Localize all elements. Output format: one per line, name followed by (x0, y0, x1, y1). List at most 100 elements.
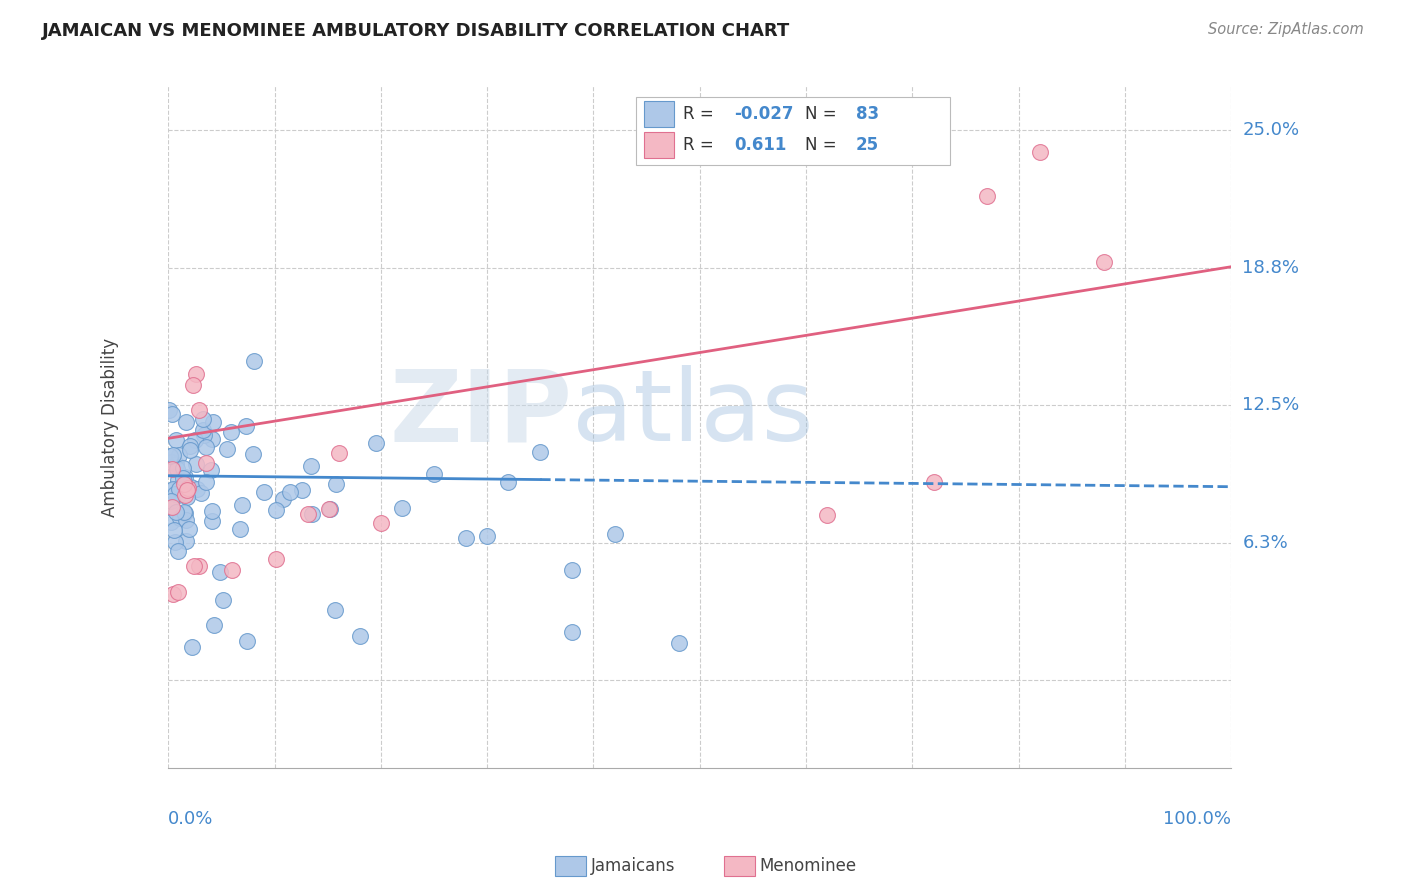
Point (166, 462, 188, 476)
Point (264, 552, 287, 566)
Point (174, 415, 197, 429)
Point (364, 436, 387, 450)
Point (325, 603, 347, 617)
Point (165, 457, 187, 471)
Point (188, 403, 211, 417)
Point (181, 377, 204, 392)
Point (160, 483, 183, 497)
Point (162, 587, 184, 601)
Text: Source: ZipAtlas.com: Source: ZipAtlas.com (1208, 22, 1364, 37)
Point (167, 487, 190, 501)
Text: -0.027: -0.027 (734, 105, 793, 123)
Point (1092, 255, 1115, 269)
Bar (644, 102, 675, 128)
Point (318, 502, 340, 516)
Text: atlas: atlas (572, 365, 814, 462)
Point (186, 482, 208, 496)
Text: ZIP: ZIP (389, 365, 572, 462)
Point (264, 502, 287, 516)
Point (242, 447, 264, 461)
Point (200, 463, 222, 477)
Point (167, 543, 190, 558)
Point (370, 516, 392, 531)
Point (162, 482, 184, 496)
Point (160, 462, 183, 476)
Point (162, 500, 184, 515)
Point (165, 433, 187, 447)
Point (184, 458, 207, 472)
Point (201, 514, 224, 528)
Point (176, 483, 198, 498)
Point (180, 640, 202, 655)
Text: 25.0%: 25.0% (1243, 121, 1299, 139)
Point (169, 510, 191, 524)
Point (183, 559, 205, 574)
Point (815, 508, 838, 523)
Point (179, 439, 201, 453)
Point (242, 354, 264, 368)
Point (159, 455, 181, 469)
Point (221, 563, 243, 577)
Bar (644, 132, 675, 158)
Point (190, 486, 212, 500)
Point (278, 485, 301, 500)
Point (219, 425, 242, 440)
Text: R =: R = (683, 136, 724, 154)
Point (391, 500, 413, 515)
Point (561, 563, 583, 577)
Text: 83: 83 (856, 105, 879, 123)
Text: 18.8%: 18.8% (1243, 259, 1299, 277)
Text: 0.0%: 0.0% (169, 810, 214, 828)
Point (349, 629, 371, 643)
Point (167, 473, 190, 487)
Text: R =: R = (683, 105, 718, 123)
Text: 12.5%: 12.5% (1243, 396, 1299, 414)
Point (291, 483, 314, 497)
Point (328, 446, 350, 460)
Point (236, 633, 259, 648)
Point (174, 513, 197, 527)
Text: Ambulatory Disability: Ambulatory Disability (101, 338, 120, 516)
Point (167, 448, 190, 462)
Point (174, 487, 197, 501)
Point (159, 494, 181, 508)
Point (498, 475, 520, 489)
Point (1029, 145, 1052, 160)
Text: 100.0%: 100.0% (1163, 810, 1232, 828)
Point (174, 533, 197, 548)
Point (180, 480, 202, 494)
Text: N =: N = (806, 136, 842, 154)
Point (195, 456, 218, 470)
Point (160, 515, 183, 529)
Point (231, 498, 253, 512)
Point (193, 411, 215, 425)
FancyBboxPatch shape (636, 96, 949, 165)
Point (529, 445, 551, 459)
Point (454, 532, 477, 546)
Point (193, 427, 215, 442)
Text: N =: N = (806, 105, 842, 123)
Point (173, 506, 195, 520)
Text: JAMAICAN VS MENOMINEE AMBULATORY DISABILITY CORRELATION CHART: JAMAICAN VS MENOMINEE AMBULATORY DISABIL… (42, 22, 790, 40)
Point (212, 593, 235, 607)
Text: 25: 25 (856, 136, 879, 154)
Point (301, 507, 323, 521)
Text: 0.611: 0.611 (734, 136, 786, 154)
Point (165, 505, 187, 519)
Point (603, 527, 626, 541)
Point (188, 559, 211, 574)
Point (209, 565, 232, 579)
Text: Menominee: Menominee (759, 857, 856, 875)
Point (191, 423, 214, 437)
Point (297, 507, 319, 521)
Point (976, 189, 998, 203)
Point (176, 490, 198, 504)
Point (173, 477, 195, 491)
Point (159, 449, 181, 463)
Point (202, 415, 225, 429)
Point (162, 448, 184, 462)
Point (271, 491, 294, 506)
Point (202, 618, 225, 632)
Point (475, 529, 498, 543)
Point (235, 418, 257, 433)
